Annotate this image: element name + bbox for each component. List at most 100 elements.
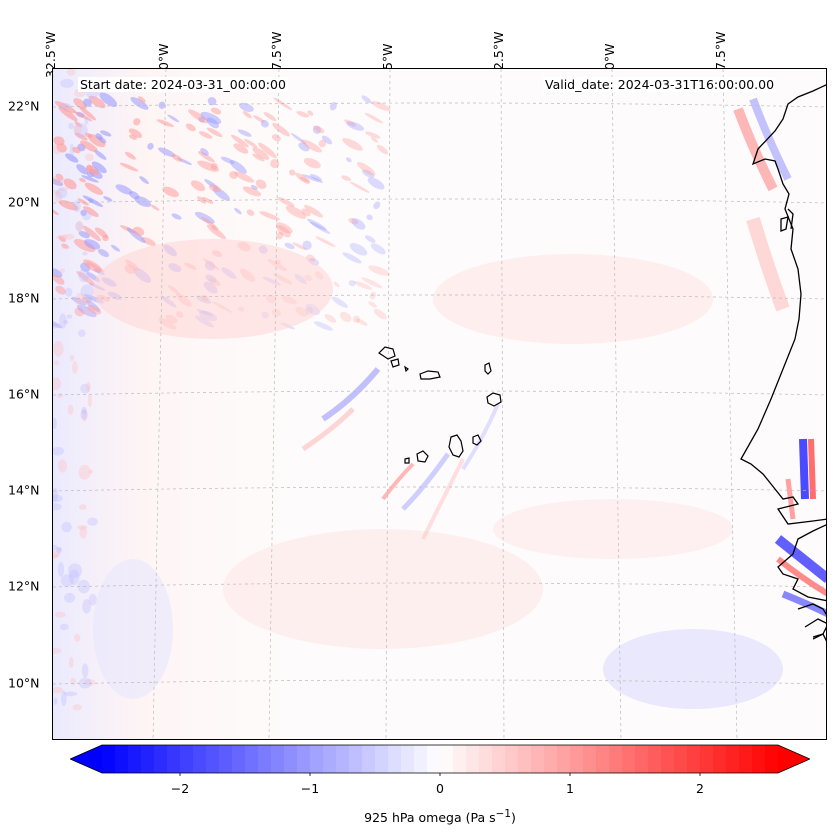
noise-blob — [72, 146, 81, 154]
noise-blob — [53, 360, 60, 366]
noise-blob — [132, 226, 145, 236]
noise-blob — [68, 569, 80, 586]
colorbar-segment — [609, 745, 623, 773]
noise-blob — [368, 265, 390, 276]
noise-blob — [64, 592, 76, 603]
noise-blob — [72, 704, 82, 711]
colorbar-segment — [206, 745, 220, 773]
noise-blob — [61, 245, 70, 250]
noise-blob — [65, 287, 73, 297]
noise-blob — [80, 209, 87, 217]
noise-blob — [79, 177, 86, 183]
noise-blob — [84, 117, 89, 125]
noise-blob — [59, 623, 69, 631]
noise-blob — [349, 181, 370, 193]
noise-blob — [78, 504, 87, 510]
noise-blob — [130, 96, 149, 110]
noise-blob — [307, 110, 314, 116]
noise-blob — [58, 186, 69, 191]
colorbar-tick-label: −2 — [170, 781, 190, 796]
noise-blob — [239, 102, 254, 112]
noise-blob — [84, 239, 101, 250]
noise-blob — [81, 210, 92, 221]
colorbar-segment — [141, 745, 155, 773]
noise-blob — [210, 107, 222, 115]
colorbar — [70, 744, 810, 776]
colorbar-segment — [570, 745, 584, 773]
noise-blob — [370, 243, 386, 255]
noise-blob — [56, 234, 68, 240]
noise-blob — [53, 341, 64, 357]
colorbar-extend-high — [778, 745, 810, 773]
colorbar-tick-label: −1 — [300, 781, 320, 796]
noise-blob — [364, 112, 384, 124]
noise-blob — [54, 191, 63, 203]
noise-blob — [58, 200, 79, 211]
noise-blob — [206, 127, 223, 137]
noise-blob — [119, 162, 139, 172]
noise-blob — [74, 307, 85, 317]
colorbar-segment — [687, 745, 701, 773]
noise-blob — [60, 78, 74, 88]
island-santa-luzia — [404, 365, 409, 373]
colorbar-segment — [167, 745, 181, 773]
noise-blob — [77, 198, 89, 206]
start-date-label: Start date: 2024-03-31_00:00:00 — [78, 77, 288, 92]
noise-blob — [229, 171, 238, 179]
colorbar-segment — [739, 745, 753, 773]
noise-blob — [301, 208, 311, 217]
noise-blob — [367, 177, 385, 190]
noise-blob — [126, 227, 146, 244]
lat-label-14n: 14°N — [8, 482, 40, 498]
colorbar-tick-label: 1 — [566, 781, 574, 796]
noise-blob — [171, 154, 183, 162]
island-maio — [472, 434, 482, 446]
noise-blob — [237, 129, 252, 137]
noise-blob — [61, 690, 67, 707]
colorbar-segment — [492, 745, 506, 773]
noise-blob — [58, 106, 78, 122]
noise-blob — [75, 221, 84, 232]
colorbar-segment — [427, 745, 441, 773]
noise-blob — [73, 123, 82, 135]
noise-blob — [76, 164, 88, 175]
colorbar-segment — [726, 745, 740, 773]
noise-blob — [276, 225, 291, 238]
colorbar-label-text: 925 hPa omega (Pa s — [364, 810, 496, 826]
noise-blob — [329, 102, 337, 111]
noise-blob — [141, 237, 156, 246]
colorbar-extend-low — [70, 745, 102, 773]
noise-blob — [74, 132, 88, 141]
colorbar-segment — [375, 745, 389, 773]
noise-blob — [61, 521, 72, 533]
noise-blob — [313, 321, 333, 331]
colorbar-segment — [466, 745, 480, 773]
colorbar-segment — [505, 745, 519, 773]
colorbar-segment — [349, 745, 363, 773]
noise-blob — [80, 140, 98, 153]
colorbar-segment — [622, 745, 636, 773]
island-santo-antao — [378, 346, 396, 360]
map-field — [53, 69, 826, 739]
noise-blob — [133, 118, 141, 126]
noise-blob — [373, 309, 387, 320]
noise-blob — [194, 211, 215, 224]
noise-blob — [53, 544, 58, 551]
colorbar-segment — [453, 745, 467, 773]
noise-blob — [185, 123, 196, 132]
colorbar-segment — [115, 745, 129, 773]
noise-blob — [53, 550, 60, 559]
noise-blob — [61, 243, 69, 249]
noise-blob — [318, 139, 327, 148]
noise-blob — [68, 563, 82, 578]
lat-label-20n: 20°N — [8, 194, 40, 210]
colorbar-segment — [518, 745, 532, 773]
noise-blob — [78, 464, 91, 480]
noise-blob — [315, 236, 336, 247]
noise-blob — [53, 322, 59, 329]
noise-blob — [63, 319, 69, 325]
noise-blob — [63, 178, 77, 190]
lat-label-16n: 16°N — [8, 386, 40, 402]
noise-blob — [284, 242, 295, 250]
colorbar-segment — [557, 745, 571, 773]
